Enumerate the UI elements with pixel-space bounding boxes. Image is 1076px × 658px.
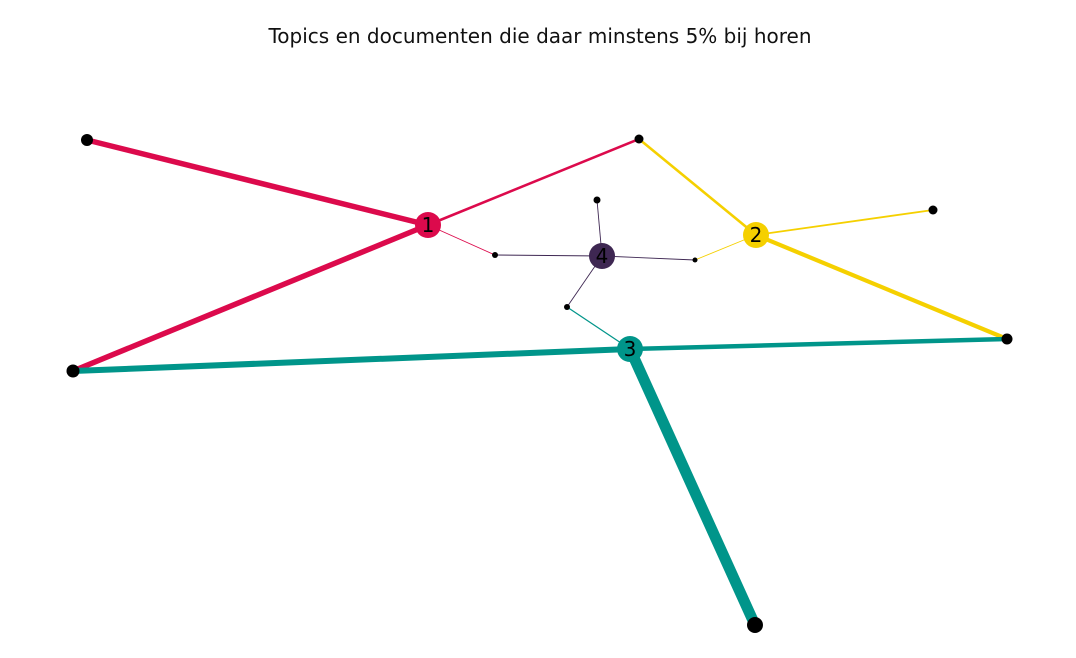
topic-circle-1	[415, 212, 441, 238]
document-node-d2	[66, 364, 80, 378]
edge-layer	[71, 137, 1008, 628]
edge-topic-3-d10	[624, 346, 761, 628]
document-node-d5	[1001, 333, 1013, 345]
document-node-d10	[747, 617, 763, 633]
topic-circle-4	[589, 243, 615, 269]
topic-node-4: 4	[589, 243, 615, 269]
edge-topic-1-d3	[427, 137, 640, 227]
topic-label-1: 1	[422, 213, 435, 237]
figure-title: Topics en documenten die daar minstens 5…	[268, 24, 812, 48]
document-node-d8	[692, 257, 698, 263]
topic-circle-3	[617, 336, 643, 362]
edge-topic-4-d8	[601, 255, 696, 261]
document-node-layer	[66, 134, 1013, 633]
edge-topic-3-d2	[72, 346, 631, 374]
topic-label-3: 3	[624, 337, 637, 361]
topic-label-4: 4	[596, 244, 609, 268]
document-node-d7	[593, 196, 601, 204]
topic-node-3: 3	[617, 336, 643, 362]
document-node-d4	[928, 205, 938, 215]
topic-node-1: 1	[415, 212, 441, 238]
edge-topic-2-d4	[755, 209, 934, 236]
edge-topic-3-d5	[629, 336, 1008, 352]
edge-topic-1-d2	[71, 222, 430, 374]
edge-topic-2-d3	[638, 137, 757, 237]
edge-topic-4-d6	[494, 254, 603, 257]
document-node-d9	[564, 304, 570, 310]
document-node-d3	[634, 134, 644, 144]
topic-circle-2	[743, 222, 769, 248]
document-node-d1	[81, 134, 93, 146]
edge-topic-1-d1	[86, 137, 429, 228]
edge-topic-2-d5	[755, 233, 1008, 341]
document-node-d6	[492, 252, 498, 258]
topic-node-2: 2	[743, 222, 769, 248]
topic-node-layer: 1 2 3 4	[415, 212, 769, 362]
topic-label-2: 2	[750, 223, 763, 247]
